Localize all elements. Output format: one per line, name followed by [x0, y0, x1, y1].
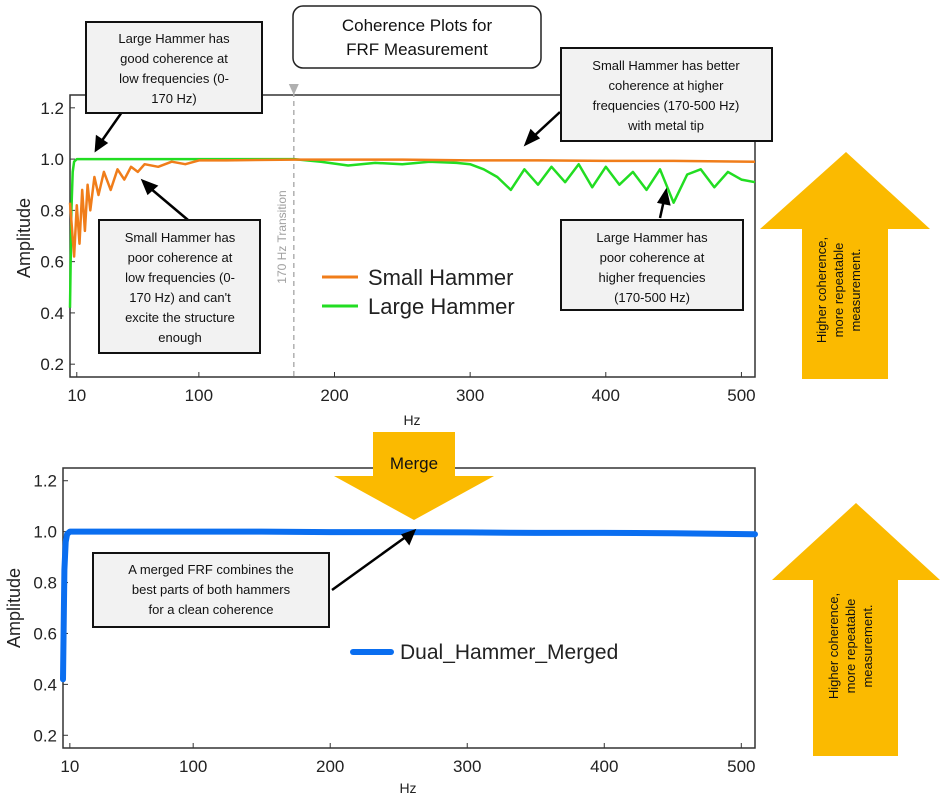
merge-arrow: Merge [334, 432, 494, 520]
title-line-1: Coherence Plots for [342, 16, 493, 35]
top-ytick-label-1: 0.4 [40, 304, 64, 323]
svg-text:Small Hammer has: Small Hammer has [125, 230, 236, 245]
top-xtick-label-2: 200 [320, 386, 348, 405]
bottom-ytick-label-4: 1.0 [33, 523, 57, 542]
legend-label-small: Small Hammer [368, 265, 513, 290]
bottom-legend: Dual_Hammer_Merged [350, 641, 618, 664]
bottom-arrow-line-3: measurement. [860, 604, 875, 687]
bottom-xtick-label-4: 400 [590, 757, 618, 776]
transition-arrowhead [288, 84, 299, 95]
callout-small-better: Small Hammer has better coherence at hig… [560, 47, 773, 142]
top-xtick-label-0: 10 [67, 386, 86, 405]
svg-text:higher frequencies: higher frequencies [599, 270, 706, 285]
svg-text:(170-500 Hz): (170-500 Hz) [614, 290, 690, 305]
svg-text:good coherence at: good coherence at [120, 51, 228, 66]
merged-line [60, 528, 758, 683]
svg-text:low frequencies (0-: low frequencies (0- [119, 71, 229, 86]
svg-text:enough: enough [158, 330, 201, 345]
callout-large-poor: Large Hammer has poor coherence at highe… [560, 219, 744, 311]
top-arrow-line-2: more repeatable [831, 243, 846, 338]
higher-coherence-arrow-bottom: Higher coherence, more repeatable measur… [772, 503, 940, 756]
bottom-xtick-label-2: 200 [316, 757, 344, 776]
bottom-xtick-label-3: 300 [453, 757, 481, 776]
bottom-xtick-label-0: 10 [60, 757, 79, 776]
svg-text:Small Hammer has better: Small Hammer has better [592, 58, 740, 73]
top-arrow-line-1: Higher coherence, [814, 237, 829, 343]
bottom-ytick-label-0: 0.2 [33, 726, 57, 745]
bottom-chart: 0.2 0.4 0.6 0.8 1.0 1.2 10 100 200 300 400 500 Amp… [4, 467, 758, 796]
higher-coherence-arrow-top: Higher coherence, more repeatable measur… [760, 152, 930, 379]
bottom-ytick-label-5: 1.2 [33, 472, 57, 491]
top-ytick-label-3: 0.8 [40, 201, 64, 220]
svg-text:170 Hz) and can't: 170 Hz) and can't [129, 290, 231, 305]
large-hammer-line [68, 157, 756, 308]
title-line-2: FRF Measurement [346, 40, 488, 59]
legend-label-merged: Dual_Hammer_Merged [400, 641, 618, 664]
callout-pointers [94, 111, 671, 592]
top-x-axis-title: Hz [403, 412, 420, 428]
bottom-ytick-label-3: 0.8 [33, 574, 57, 593]
bottom-xtick-label-1: 100 [179, 757, 207, 776]
bottom-arrow-line-2: more repeatable [843, 599, 858, 694]
svg-text:for a clean coherence: for a clean coherence [148, 602, 273, 617]
top-ytick-label-0: 0.2 [40, 355, 64, 374]
merge-label: Merge [390, 454, 438, 473]
svg-text:with metal tip: with metal tip [627, 118, 704, 133]
transition-label: 170 Hz Transition [275, 190, 289, 283]
top-ytick-label-2: 0.6 [40, 253, 64, 272]
bottom-arrow-line-1: Higher coherence, [826, 593, 841, 699]
legend-label-large: Large Hammer [368, 294, 515, 319]
svg-text:A merged FRF combines the: A merged FRF combines the [128, 562, 293, 577]
svg-text:poor coherence at: poor coherence at [128, 250, 233, 265]
svg-text:coherence at higher: coherence at higher [609, 78, 725, 93]
top-xtick-label-5: 500 [727, 386, 755, 405]
bottom-ytick-label-1: 0.4 [33, 675, 57, 694]
top-arrow-line-3: measurement. [848, 248, 863, 331]
bottom-ytick-label-2: 0.6 [33, 624, 57, 643]
top-xtick-label-3: 300 [456, 386, 484, 405]
callout-small-poor: Small Hammer has poor coherence at low f… [98, 219, 261, 354]
svg-text:best parts of both hammers: best parts of both hammers [132, 582, 291, 597]
bottom-y-axis-title: Amplitude [4, 568, 24, 648]
svg-text:poor coherence at: poor coherence at [600, 250, 705, 265]
top-xtick-label-4: 400 [592, 386, 620, 405]
top-ytick-label-5: 1.2 [40, 99, 64, 118]
svg-text:Large Hammer has: Large Hammer has [118, 31, 230, 46]
svg-text:Large Hammer has: Large Hammer has [596, 230, 708, 245]
bottom-xtick-label-5: 500 [727, 757, 755, 776]
top-y-axis-title: Amplitude [14, 198, 34, 278]
svg-text:frequencies (170-500 Hz): frequencies (170-500 Hz) [593, 98, 740, 113]
svg-text:low frequencies (0-: low frequencies (0- [125, 270, 235, 285]
small-hammer-line [68, 158, 756, 258]
svg-text:170 Hz): 170 Hz) [151, 91, 197, 106]
top-legend: Small Hammer Large Hammer [322, 265, 515, 319]
top-xtick-label-1: 100 [185, 386, 213, 405]
bottom-x-axis-title: Hz [399, 780, 416, 796]
title-box: Coherence Plots for FRF Measurement [292, 5, 542, 69]
callout-merged: A merged FRF combines the best parts of … [92, 552, 330, 628]
callout-large-good: Large Hammer has good coherence at low f… [85, 21, 263, 114]
top-ytick-label-4: 1.0 [40, 150, 64, 169]
svg-text:excite the structure: excite the structure [125, 310, 235, 325]
